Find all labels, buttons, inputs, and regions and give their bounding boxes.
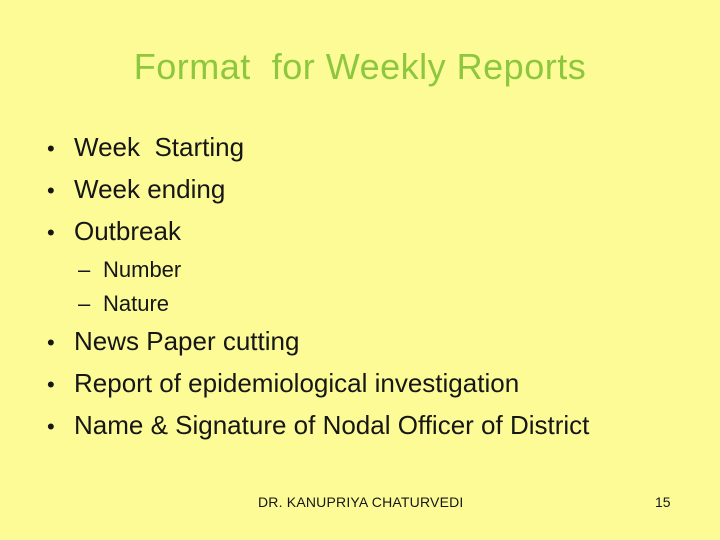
bullet-text: Week ending (74, 174, 226, 204)
bullet-icon: • (47, 178, 55, 203)
bullet-item: • Outbreak (44, 211, 696, 253)
footer-author: DR. KANUPRIYA CHATURVEDI (258, 494, 464, 510)
bullet-text: Week Starting (74, 132, 245, 162)
bullet-item: • Week ending (44, 169, 696, 211)
bullet-list: • Week Starting • Week ending • Outbreak… (44, 127, 696, 447)
bullet-text: Report of epidemiological investigation (74, 368, 520, 398)
bullet-icon: • (47, 136, 55, 161)
bullet-icon: • (47, 414, 55, 439)
dash-icon: – (78, 291, 91, 316)
bullet-text: News Paper cutting (74, 326, 300, 356)
page-number: 15 (655, 494, 671, 510)
dash-icon: – (78, 257, 91, 282)
bullet-icon: • (47, 220, 55, 245)
sub-bullet-item: – Number (78, 253, 696, 287)
sub-bullet-text: Number (103, 257, 182, 282)
bullet-text: Outbreak (74, 216, 181, 246)
bullet-icon: • (47, 330, 55, 355)
bullet-icon: • (47, 372, 55, 397)
bullet-text: Name & Signature of Nodal Officer of Dis… (74, 410, 590, 440)
bullet-item: • News Paper cutting (44, 321, 696, 363)
slide-title: Format for Weekly Reports (133, 46, 587, 87)
bullet-item: • Name & Signature of Nodal Officer of D… (44, 405, 696, 447)
bullet-item: • Report of epidemiological investigatio… (44, 363, 696, 405)
sub-bullet-text: Nature (103, 291, 170, 316)
sub-bullet-item: – Nature (78, 287, 696, 321)
bullet-item: • Week Starting (44, 127, 696, 169)
